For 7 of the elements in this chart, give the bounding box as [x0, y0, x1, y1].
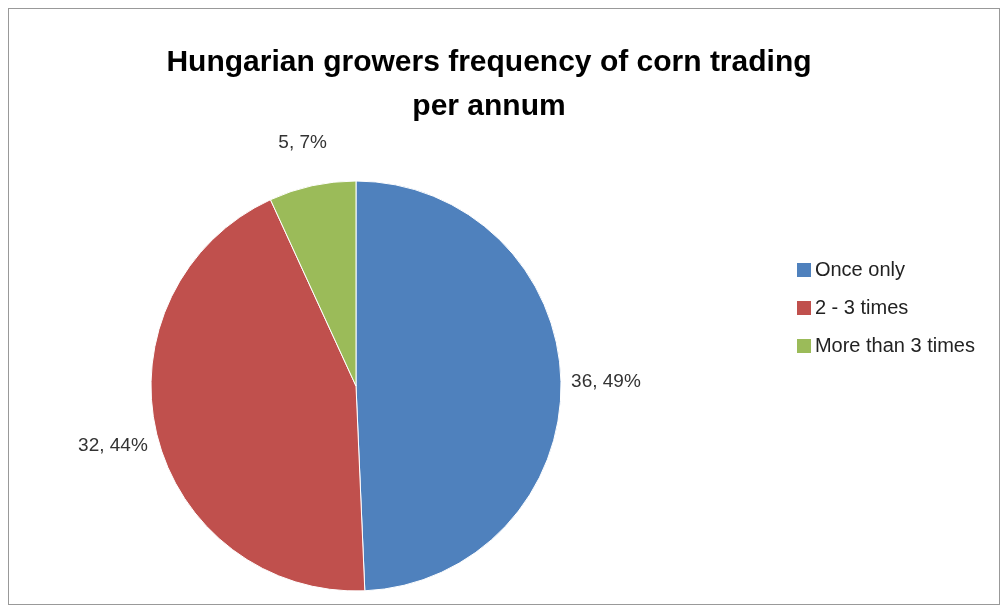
- chart-title: Hungarian growers frequency of corn trading per annum: [165, 43, 813, 123]
- legend-label: Once only: [814, 257, 905, 280]
- data-label: 32, 44%: [78, 434, 148, 456]
- data-label: 5, 7%: [278, 131, 328, 153]
- legend-label: More than 3 times: [814, 333, 975, 356]
- data-label: 36, 49%: [571, 370, 641, 392]
- legend-label: 2 - 3 times: [814, 295, 909, 318]
